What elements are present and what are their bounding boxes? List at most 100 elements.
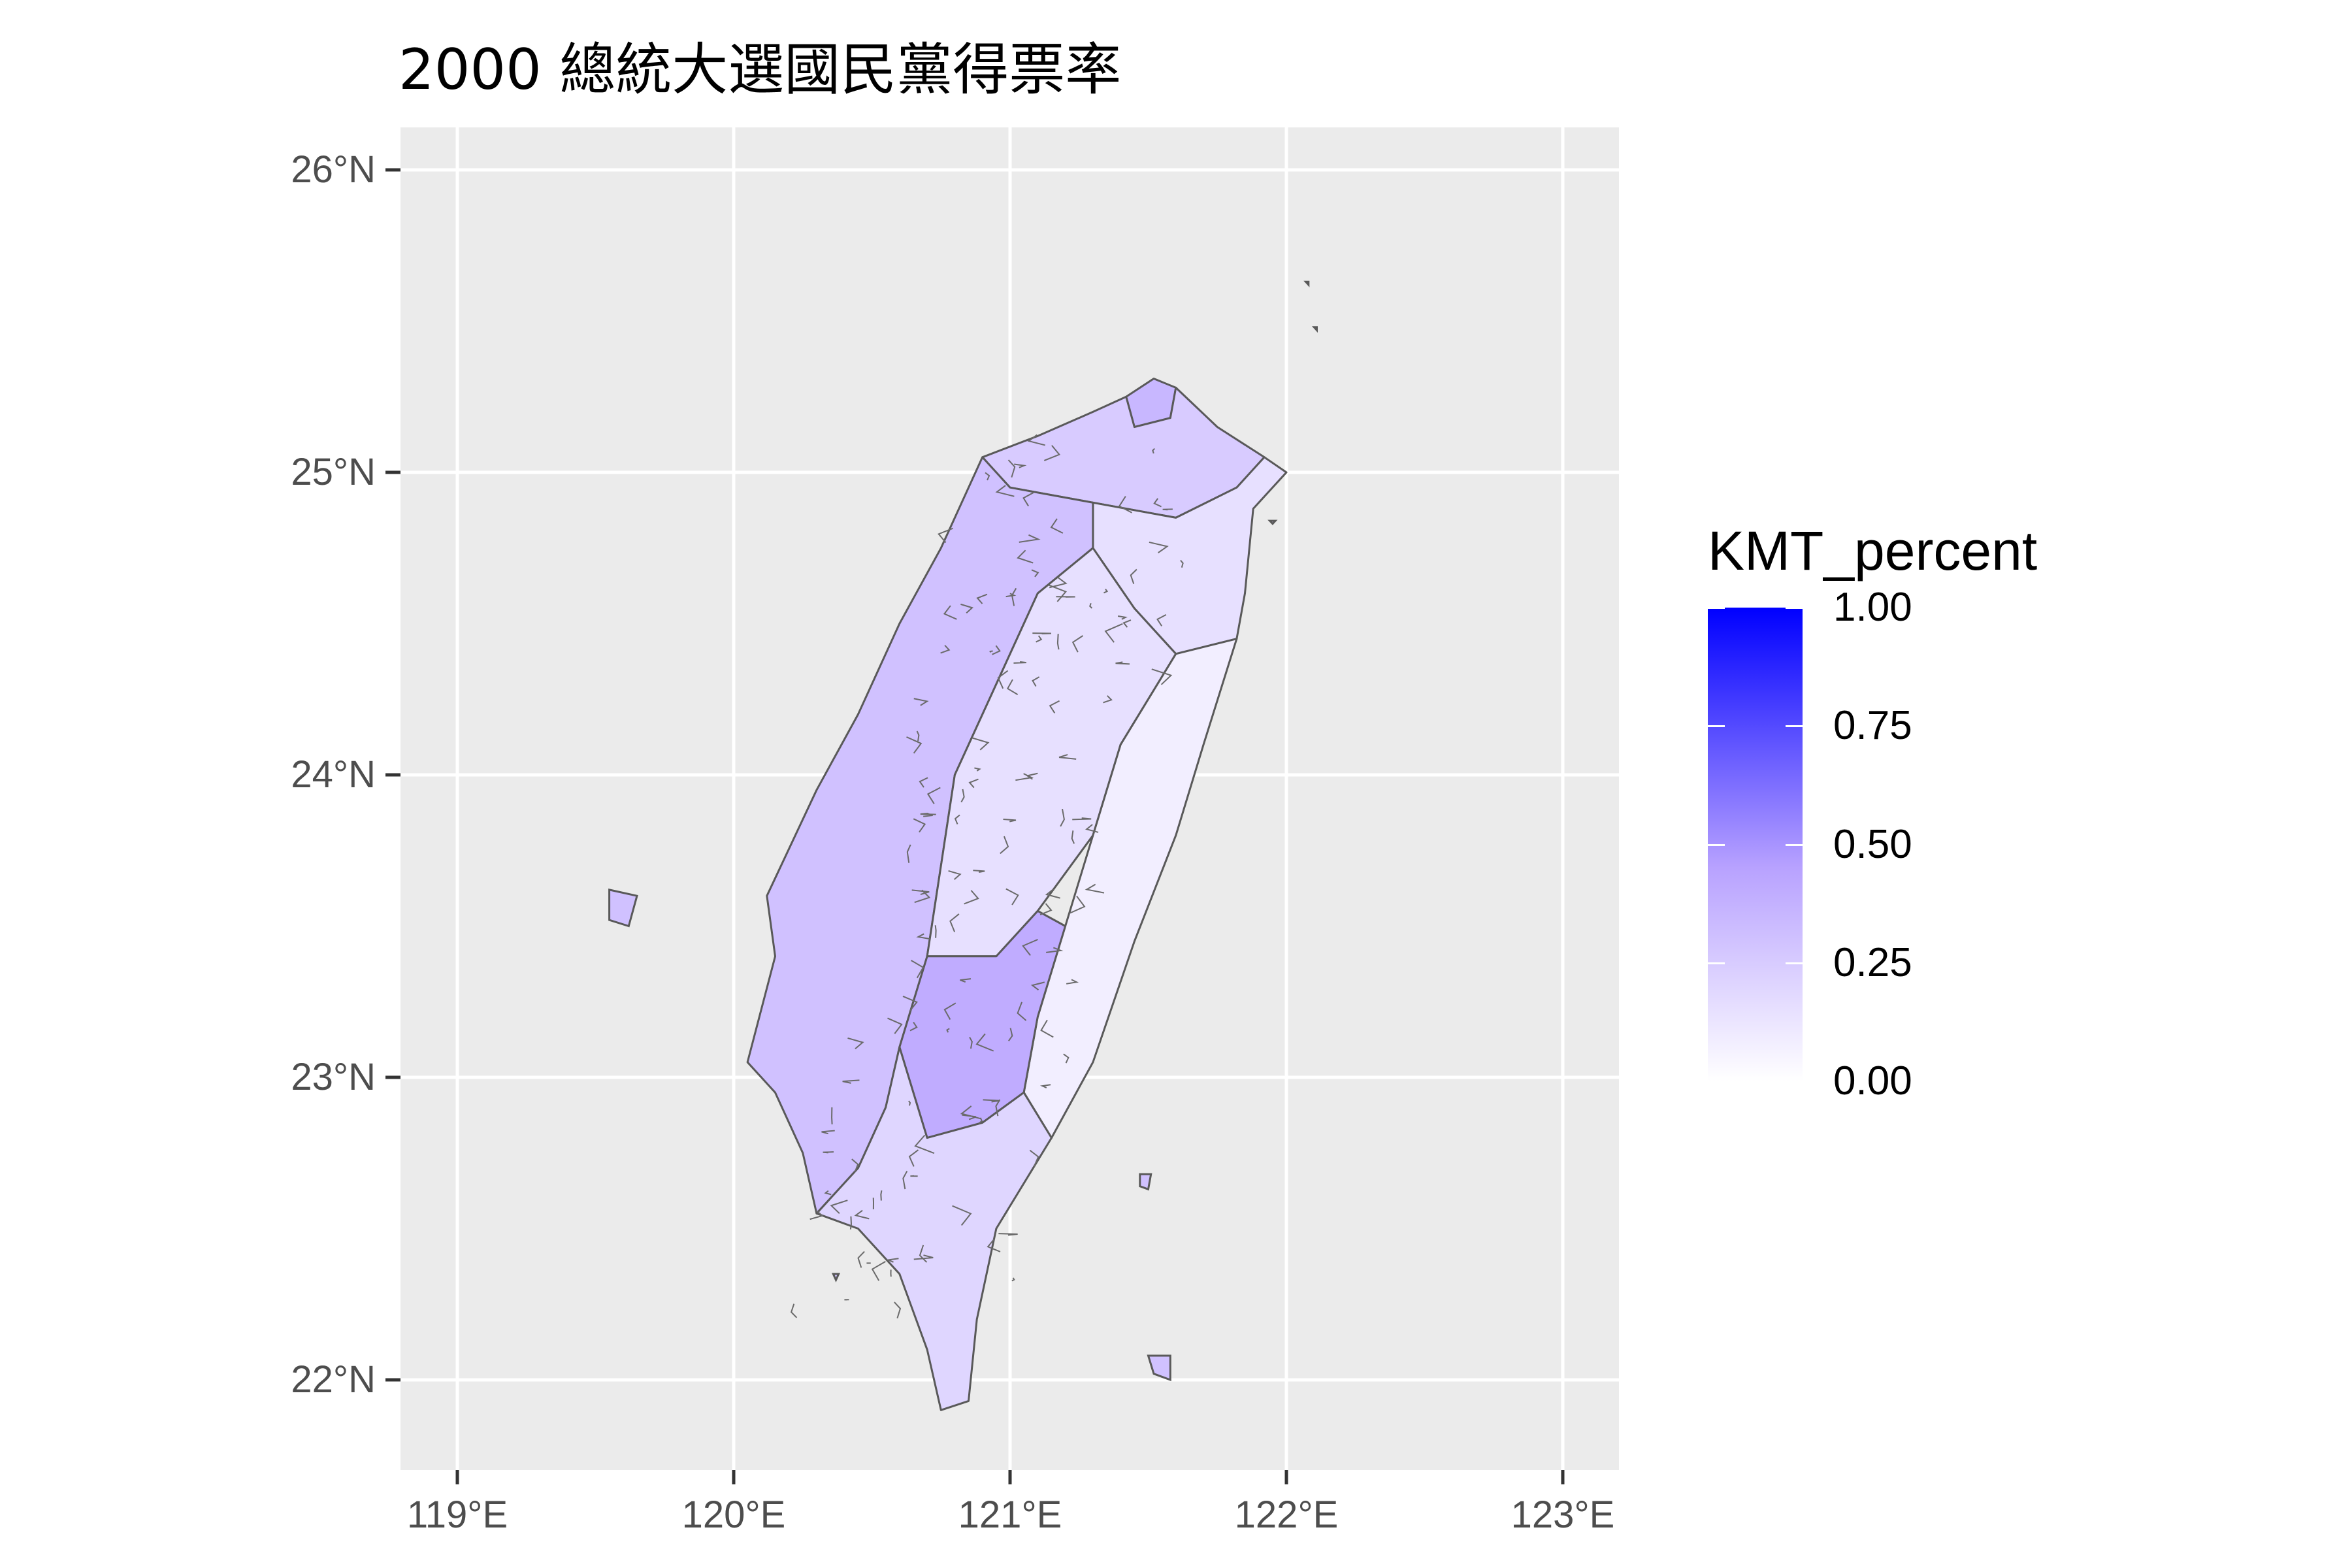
district-line xyxy=(1022,492,1034,507)
island-liuqiu xyxy=(831,1273,841,1282)
y-tick-label: 25°N xyxy=(291,451,376,493)
district-line xyxy=(998,1233,1018,1236)
district-line xyxy=(1072,817,1092,821)
district-line xyxy=(1017,549,1034,564)
district-line xyxy=(926,787,941,804)
island-mianhua xyxy=(1311,326,1318,333)
district-line xyxy=(871,1261,886,1281)
chart-title: 2000 總統大選國民黨得票率 xyxy=(399,37,1122,103)
district-line xyxy=(1030,981,1045,991)
legend-tick xyxy=(1708,1081,1725,1083)
district-line xyxy=(983,1099,1000,1103)
district-line xyxy=(1071,635,1083,653)
island-pengjia xyxy=(1303,280,1310,287)
x-tick-label: 123°E xyxy=(1511,1494,1615,1536)
district-line xyxy=(1162,508,1173,511)
x-tick-label: 122°E xyxy=(1234,1494,1339,1536)
legend-title: KMT_percent xyxy=(1708,520,2038,581)
district-line xyxy=(1008,1028,1013,1041)
district-line xyxy=(1039,1084,1051,1088)
district-line xyxy=(968,778,979,789)
x-tick-label: 119°E xyxy=(406,1494,508,1536)
district-line xyxy=(830,1200,848,1215)
district-line xyxy=(1056,596,1075,598)
district-line xyxy=(969,1036,973,1049)
district-line xyxy=(1049,700,1060,713)
district-line xyxy=(952,1205,972,1226)
district-line xyxy=(857,1250,865,1268)
district-line xyxy=(1015,773,1034,781)
district-line xyxy=(1117,615,1128,620)
district-line xyxy=(894,1301,902,1318)
district-line xyxy=(946,1028,950,1033)
legend-label: 0.75 xyxy=(1833,703,1912,749)
district-line xyxy=(913,818,926,833)
district-line xyxy=(902,1171,908,1190)
district-line xyxy=(1156,614,1167,627)
district-line xyxy=(913,1254,934,1260)
district-line xyxy=(914,1134,935,1154)
district-line xyxy=(824,1190,832,1196)
district-line xyxy=(974,767,981,772)
y-tick-label: 23°N xyxy=(291,1056,376,1098)
district-line xyxy=(923,813,933,817)
district-line xyxy=(1104,623,1123,643)
district-line xyxy=(1003,818,1017,823)
district-line xyxy=(978,1117,983,1124)
district-line xyxy=(913,698,929,706)
district-line xyxy=(1013,661,1026,664)
district-line xyxy=(997,670,1009,689)
district-line xyxy=(1180,559,1184,568)
district-line xyxy=(975,1033,994,1052)
district-line xyxy=(906,844,911,863)
district-line xyxy=(911,889,930,896)
district-line xyxy=(1089,602,1093,609)
district-line xyxy=(1068,896,1086,915)
legend-tick xyxy=(1786,607,1803,609)
district-line xyxy=(995,485,1015,497)
district-line xyxy=(989,650,993,653)
district-line xyxy=(1085,883,1105,894)
legend-tick xyxy=(1708,962,1725,964)
district-line xyxy=(1040,1019,1054,1038)
district-line xyxy=(821,1130,835,1135)
district-line xyxy=(916,933,930,940)
district-line xyxy=(1027,434,1045,446)
district-line xyxy=(1032,632,1051,635)
district-line xyxy=(1031,569,1039,578)
legend-label: 0.25 xyxy=(1833,939,1912,985)
y-tick-label: 26°N xyxy=(291,148,376,191)
district-line xyxy=(919,777,928,788)
district-line xyxy=(940,645,951,654)
district-line xyxy=(973,870,985,874)
district-line xyxy=(1019,534,1041,543)
district-line xyxy=(1011,1277,1015,1282)
legend-tick xyxy=(1708,843,1725,846)
legend-tick xyxy=(1786,843,1803,846)
district-line xyxy=(1000,836,1009,855)
island-orchid xyxy=(1147,1354,1171,1382)
legend-label: 1.00 xyxy=(1833,585,1912,630)
district-line xyxy=(943,1002,956,1021)
legend-tick xyxy=(1786,725,1803,728)
district-line xyxy=(948,870,962,880)
district-boundaries xyxy=(790,434,1184,1318)
legend-tick xyxy=(1708,725,1725,728)
district-line xyxy=(1039,903,1053,915)
district-line xyxy=(1049,584,1068,602)
district-line xyxy=(960,603,974,614)
district-line xyxy=(908,1100,911,1106)
district-line xyxy=(916,730,920,742)
district-line xyxy=(1006,679,1019,695)
district-line xyxy=(1014,463,1027,468)
district-line xyxy=(943,605,957,620)
map-svg xyxy=(400,127,1619,1470)
district-line xyxy=(1103,695,1113,704)
district-line xyxy=(1118,496,1132,514)
district-line xyxy=(1151,668,1173,685)
district-line xyxy=(992,645,1001,655)
district-line xyxy=(1005,888,1019,906)
x-tick-label: 120°E xyxy=(681,1494,786,1536)
legend-label: 0.50 xyxy=(1833,821,1912,867)
district-line xyxy=(902,996,918,1011)
